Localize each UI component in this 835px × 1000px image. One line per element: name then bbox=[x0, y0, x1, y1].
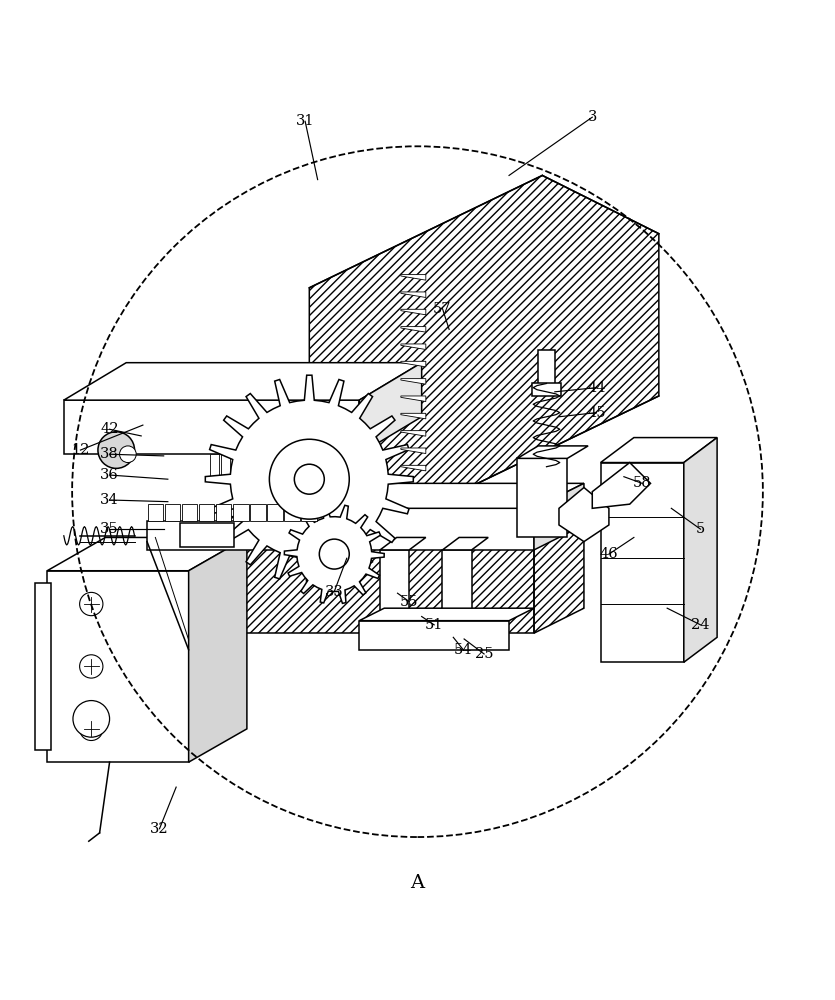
Circle shape bbox=[319, 539, 349, 569]
Polygon shape bbox=[63, 363, 422, 400]
Polygon shape bbox=[401, 448, 426, 454]
Polygon shape bbox=[285, 504, 300, 521]
Polygon shape bbox=[221, 454, 230, 479]
Polygon shape bbox=[518, 458, 567, 537]
Polygon shape bbox=[47, 537, 247, 571]
Polygon shape bbox=[684, 438, 717, 662]
Polygon shape bbox=[380, 537, 426, 550]
Polygon shape bbox=[47, 571, 189, 762]
Circle shape bbox=[270, 439, 349, 519]
Polygon shape bbox=[242, 454, 251, 479]
Polygon shape bbox=[339, 454, 347, 479]
Polygon shape bbox=[264, 454, 273, 479]
Polygon shape bbox=[309, 508, 534, 550]
Polygon shape bbox=[328, 454, 337, 479]
Polygon shape bbox=[309, 483, 584, 508]
Circle shape bbox=[98, 432, 134, 468]
Circle shape bbox=[119, 446, 136, 463]
Polygon shape bbox=[533, 383, 560, 396]
Polygon shape bbox=[275, 454, 284, 479]
Text: 45: 45 bbox=[587, 406, 605, 420]
Text: 36: 36 bbox=[100, 468, 119, 482]
Polygon shape bbox=[63, 400, 359, 454]
Text: 32: 32 bbox=[150, 822, 169, 836]
Polygon shape bbox=[401, 379, 426, 384]
Polygon shape bbox=[216, 504, 231, 521]
Text: 12: 12 bbox=[71, 443, 89, 457]
Polygon shape bbox=[285, 505, 384, 603]
Text: 34: 34 bbox=[100, 493, 119, 507]
Polygon shape bbox=[309, 175, 659, 508]
Polygon shape bbox=[401, 309, 426, 315]
Polygon shape bbox=[253, 454, 262, 479]
Polygon shape bbox=[401, 413, 426, 419]
Polygon shape bbox=[380, 550, 409, 629]
Text: A: A bbox=[411, 874, 424, 892]
Circle shape bbox=[73, 701, 109, 737]
Circle shape bbox=[79, 717, 103, 741]
Text: 44: 44 bbox=[587, 381, 605, 395]
Polygon shape bbox=[559, 488, 609, 542]
Polygon shape bbox=[359, 363, 422, 454]
Polygon shape bbox=[401, 431, 426, 436]
Polygon shape bbox=[401, 344, 426, 350]
Text: 25: 25 bbox=[475, 647, 493, 661]
Polygon shape bbox=[539, 350, 554, 392]
Polygon shape bbox=[306, 454, 316, 479]
Text: 33: 33 bbox=[325, 585, 344, 599]
Polygon shape bbox=[35, 583, 51, 750]
Polygon shape bbox=[401, 292, 426, 297]
Text: 35: 35 bbox=[100, 522, 119, 536]
Polygon shape bbox=[317, 454, 326, 479]
Polygon shape bbox=[165, 504, 180, 521]
Polygon shape bbox=[189, 537, 247, 762]
Text: 24: 24 bbox=[691, 618, 710, 632]
Polygon shape bbox=[401, 396, 426, 402]
Polygon shape bbox=[301, 504, 316, 521]
Circle shape bbox=[79, 592, 103, 616]
Polygon shape bbox=[349, 454, 358, 479]
Polygon shape bbox=[231, 454, 240, 479]
Text: 55: 55 bbox=[400, 595, 418, 609]
Polygon shape bbox=[359, 608, 534, 621]
Text: 58: 58 bbox=[633, 476, 651, 490]
Circle shape bbox=[294, 464, 324, 494]
Circle shape bbox=[79, 655, 103, 678]
Polygon shape bbox=[205, 375, 413, 583]
Polygon shape bbox=[286, 454, 294, 479]
Polygon shape bbox=[401, 465, 426, 471]
Text: 31: 31 bbox=[296, 114, 315, 128]
Polygon shape bbox=[401, 361, 426, 367]
Polygon shape bbox=[147, 521, 317, 550]
Polygon shape bbox=[148, 504, 164, 521]
Text: 57: 57 bbox=[433, 302, 452, 316]
Polygon shape bbox=[592, 463, 650, 508]
Polygon shape bbox=[443, 537, 488, 550]
Polygon shape bbox=[210, 454, 220, 479]
Text: 54: 54 bbox=[454, 643, 473, 657]
Text: 42: 42 bbox=[100, 422, 119, 436]
Polygon shape bbox=[600, 438, 717, 463]
Polygon shape bbox=[443, 550, 472, 629]
Text: 38: 38 bbox=[100, 447, 119, 461]
Text: 46: 46 bbox=[600, 547, 618, 561]
Polygon shape bbox=[199, 504, 215, 521]
Polygon shape bbox=[359, 621, 509, 650]
Polygon shape bbox=[534, 483, 584, 550]
Polygon shape bbox=[296, 454, 305, 479]
Polygon shape bbox=[401, 275, 426, 280]
Text: 3: 3 bbox=[588, 110, 597, 124]
Polygon shape bbox=[250, 504, 266, 521]
Text: 51: 51 bbox=[425, 618, 443, 632]
Polygon shape bbox=[233, 504, 249, 521]
Polygon shape bbox=[182, 504, 197, 521]
Polygon shape bbox=[401, 327, 426, 332]
Polygon shape bbox=[267, 504, 283, 521]
Polygon shape bbox=[518, 446, 588, 458]
Polygon shape bbox=[180, 523, 235, 547]
Polygon shape bbox=[600, 463, 684, 662]
Text: 5: 5 bbox=[696, 522, 705, 536]
